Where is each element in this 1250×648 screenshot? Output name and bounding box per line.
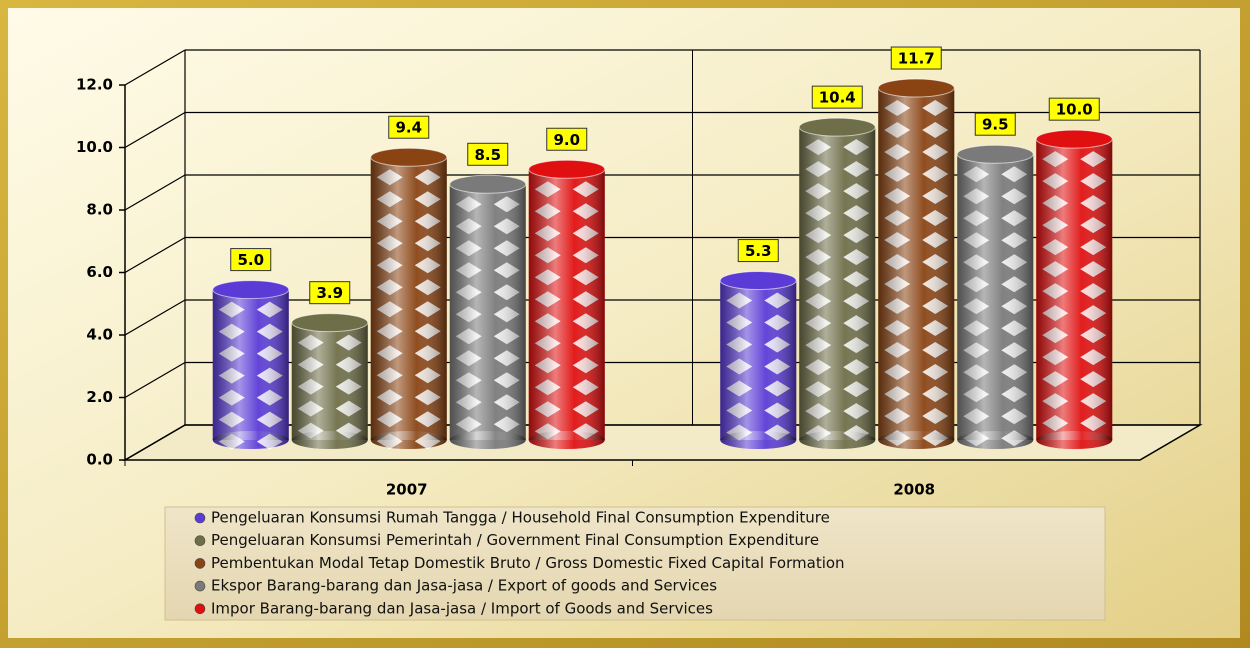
value-label-box [467,142,509,166]
legend-swatch [194,512,206,524]
value-label: 9.0 [553,131,580,149]
x-tick-label: 2008 [893,481,935,499]
cylinder-base-shade [528,431,605,449]
grid-line [124,174,186,211]
cylinder-shade [212,289,289,440]
value-label-box [230,248,272,272]
x-tick-label: 2007 [386,481,428,499]
value-label-box [890,46,942,70]
grid-line [124,49,186,86]
value-label: 5.0 [237,251,264,269]
value-label: 9.5 [982,116,1009,134]
value-label: 10.0 [1056,101,1093,119]
y-tick-label: 6.0 [86,263,113,281]
cylinder-base-shade [212,431,289,449]
y-tick-label: 2.0 [86,388,113,406]
legend-swatch [194,535,206,547]
cylinder-shade [449,184,526,440]
cylinder-shade [799,127,876,440]
cylinder-top [719,271,797,291]
cylinder-shade [957,154,1034,441]
value-label-box [1048,97,1100,121]
value-label: 3.9 [316,284,343,302]
legend-swatch [194,558,206,569]
legend-swatch [194,603,206,615]
cylinder-shade [878,88,955,441]
cylinder-top [877,78,955,98]
value-label-box [811,85,863,109]
y-tick-label: 0.0 [86,451,113,469]
cylinder-shade [370,157,447,440]
grid-line [124,424,186,461]
grid-line [124,299,186,336]
y-tick-label: 10.0 [76,138,113,156]
cylinder-top [449,174,527,194]
cylinder-base-shade [370,431,447,449]
value-label-box [546,127,588,151]
cylinder-base-shade [720,431,797,449]
cylinder-base-shade [957,431,1034,449]
cylinder-base-shade [291,431,368,449]
cylinder-base-shade [1036,431,1113,449]
value-label-box [974,112,1016,136]
cylinder-base-shade [878,431,955,449]
y-tick-label: 8.0 [86,201,113,219]
cylinder-top [956,144,1034,164]
legend-swatch [194,580,206,592]
cylinder-base-shade [449,431,526,449]
value-label-box [737,239,779,263]
cylinder-top [798,117,876,137]
cylinder-top [370,147,448,167]
legend-label: Pembentukan Modal Tetap Domestik Bruto /… [211,554,845,572]
value-label: 5.3 [745,242,772,260]
value-label-box [388,115,430,139]
grid-line [124,236,186,274]
cylinder-top [291,313,369,333]
grid-line [124,361,186,399]
y-tick-label: 12.0 [76,76,113,94]
cylinder-base-shade [799,431,876,449]
legend-label: Ekspor Barang-barang dan Jasa-jasa / Exp… [211,577,717,595]
value-label: 10.4 [819,89,856,107]
value-label: 8.5 [474,146,501,164]
legend-box [164,506,1106,621]
cylinder-shade [528,169,605,440]
cylinder-shade [1036,139,1113,440]
y-tick-label: 4.0 [86,326,113,344]
value-label: 9.4 [395,119,422,137]
cylinder-shade [720,280,797,440]
cylinder-top [1035,129,1113,149]
legend-label: Pengeluaran Konsumsi Rumah Tangga / Hous… [211,509,830,527]
value-label-box [309,281,351,305]
grid-line [124,111,186,149]
cylinder-top [212,280,290,300]
value-label: 11.7 [898,50,935,68]
legend-label: Impor Barang-barang dan Jasa-jasa / Impo… [211,599,713,617]
legend-label: Pengeluaran Konsumsi Pemerintah / Govern… [211,531,819,549]
cylinder-shade [291,322,368,440]
cylinder-top [528,159,606,179]
